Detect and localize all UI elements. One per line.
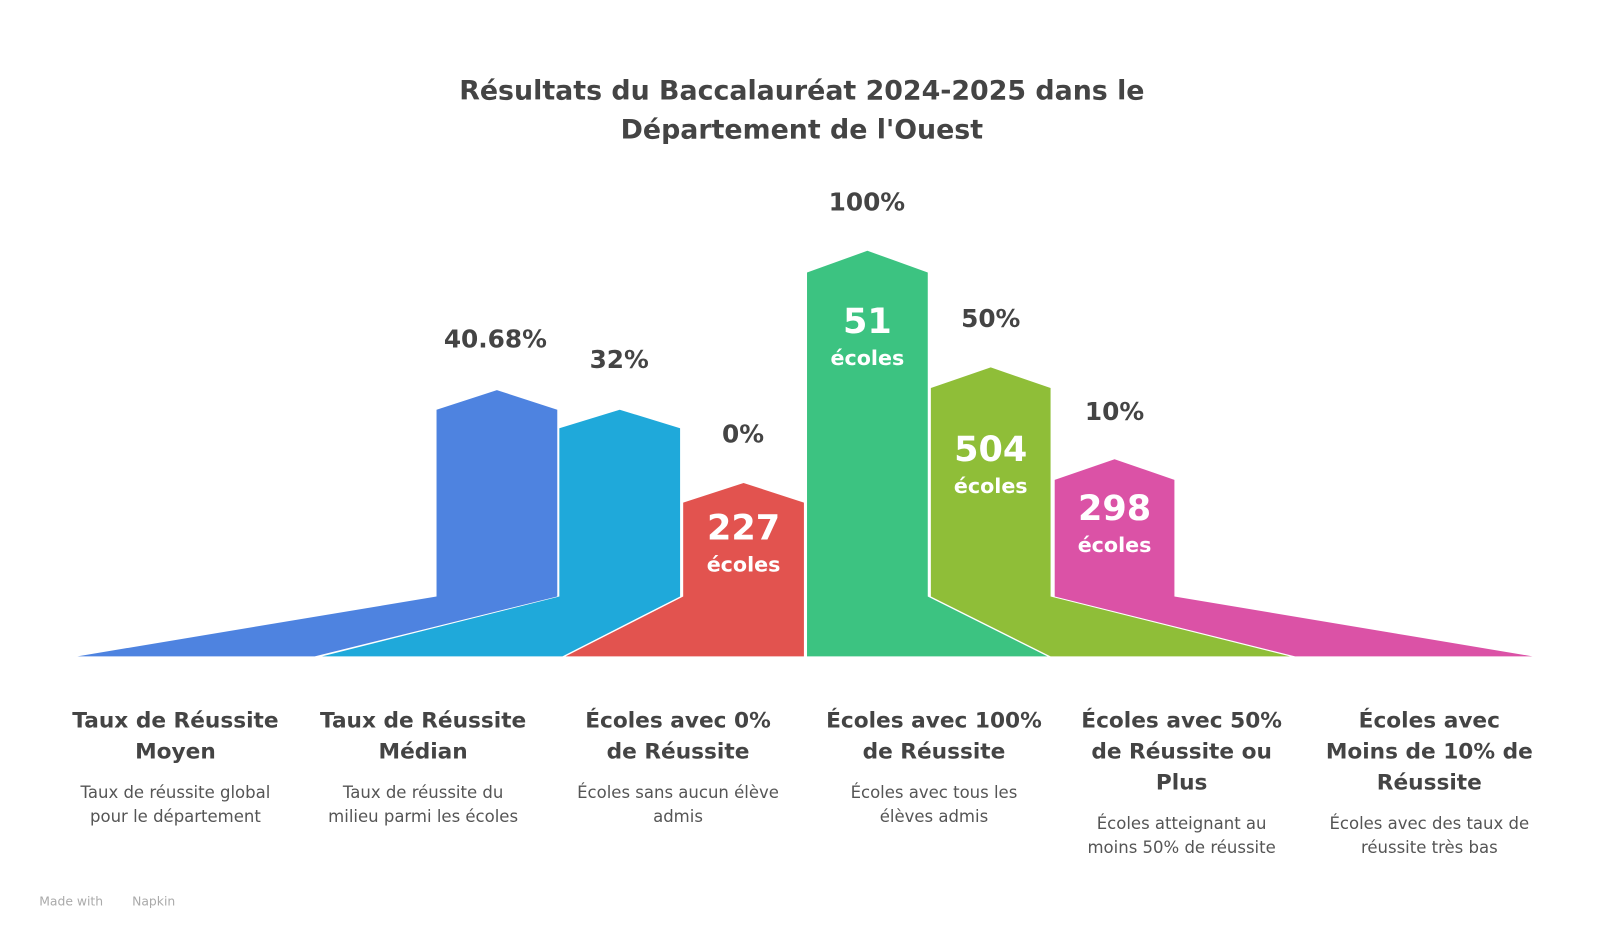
description: pour le département [90, 807, 261, 826]
floor-segment [807, 596, 1048, 657]
description: Écoles avec des taux de [1329, 814, 1529, 833]
heading: Moins de 10% de [1326, 739, 1533, 764]
description: Écoles avec tous les [851, 783, 1018, 802]
count-unit: écoles [954, 474, 1028, 498]
count-unit: écoles [707, 553, 781, 577]
count: 298 [1078, 488, 1151, 529]
floor-segment [321, 596, 681, 657]
value-label: 10% [1085, 397, 1144, 426]
column [930, 367, 1051, 597]
column [436, 390, 558, 597]
value-label: 50% [961, 304, 1020, 333]
value-label: 0% [722, 420, 764, 449]
heading: Médian [379, 739, 468, 764]
description: Écoles sans aucun élève [577, 783, 779, 802]
heading: Réussite [1377, 770, 1482, 795]
heading: Taux de Réussite [320, 708, 526, 733]
heading: de Réussite ou [1091, 739, 1272, 764]
heading: Moyen [135, 739, 216, 764]
heading: Écoles avec 100% [826, 707, 1042, 733]
floor-segment [77, 596, 558, 657]
title: Département de l'Ouest [621, 115, 984, 146]
count: 504 [954, 429, 1027, 470]
heading: Taux de Réussite [72, 708, 278, 733]
value-label: 40.68% [444, 325, 547, 354]
count: 51 [843, 301, 892, 342]
value-label: 100% [829, 187, 906, 216]
heading: Écoles avec [1359, 707, 1500, 733]
floor-segment [565, 596, 804, 657]
description: admis [653, 807, 703, 826]
description: Taux de réussite du [342, 783, 503, 802]
column [1054, 459, 1175, 597]
description: Écoles atteignant au [1097, 814, 1267, 833]
content: Résultats du Baccalauréat 2024-2025 dans… [39, 75, 1533, 908]
description: milieu parmi les écoles [328, 807, 518, 826]
footer-text: Made with [39, 894, 103, 908]
title: Résultats du Baccalauréat 2024-2025 dans… [459, 75, 1144, 106]
count: 227 [707, 507, 780, 548]
heading: de Réussite [607, 739, 750, 764]
column [559, 409, 681, 597]
heading: Écoles avec 0% [585, 707, 771, 733]
footer-brand: Napkin [132, 894, 175, 908]
value-label: 32% [590, 345, 649, 374]
description: Taux de réussite global [80, 783, 271, 802]
heading: de Réussite [863, 739, 1006, 764]
description: réussite très bas [1361, 838, 1498, 857]
column [683, 482, 804, 597]
description: moins 50% de réussite [1087, 838, 1275, 857]
count-unit: écoles [831, 346, 905, 370]
heading: Plus [1156, 770, 1208, 795]
count-unit: écoles [1078, 533, 1152, 557]
heading: Écoles avec 50% [1081, 707, 1282, 733]
floor-segment [1054, 596, 1533, 657]
column [807, 250, 928, 597]
description: élèves admis [880, 807, 988, 826]
